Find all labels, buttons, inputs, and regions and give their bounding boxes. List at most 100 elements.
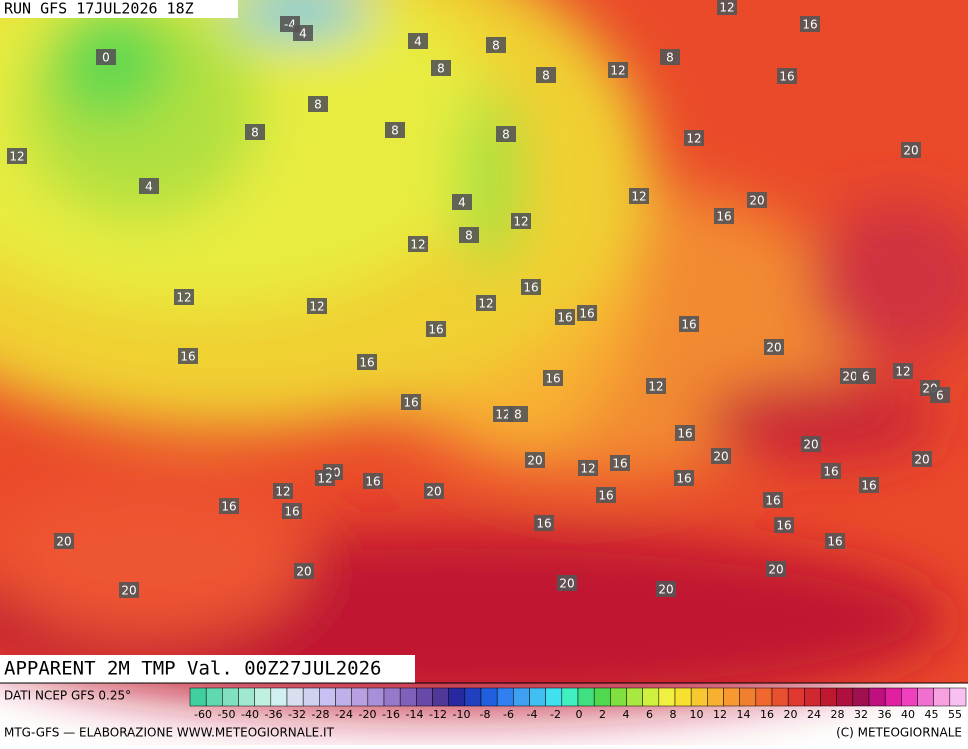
colorbar-cell [561, 687, 579, 707]
label-box [401, 394, 421, 410]
contour-label: 16 [284, 505, 299, 519]
colorbar-label: -40 [241, 708, 259, 721]
map-title: APPARENT 2M TMP Val. 00Z27JUL2026 [4, 658, 382, 680]
label-box [577, 305, 597, 321]
label-box [930, 387, 950, 403]
colorbar-cell [707, 687, 724, 707]
contour-label: 20 [803, 438, 818, 452]
label-box [856, 368, 876, 384]
colorbar-cell [626, 687, 643, 707]
contour-label: 20 [766, 341, 781, 355]
colorbar-cell [917, 687, 934, 707]
colorbar-label: -60 [194, 708, 212, 721]
colorbar-cell [496, 687, 514, 707]
contour-label: 8 [391, 124, 399, 138]
contour-label: 16 [612, 457, 627, 471]
contour-label: -4 [284, 18, 296, 32]
label-box [800, 16, 820, 32]
colorbar-label: -2 [550, 708, 561, 721]
contour-label: 8 [502, 128, 510, 142]
contour-label: 16 [779, 70, 794, 84]
colorbar-cell [771, 687, 789, 707]
colorbar-cell [836, 687, 854, 707]
colorbar-label: 36 [878, 708, 892, 721]
colorbar-cell [416, 687, 433, 707]
contour-label: 8 [514, 408, 522, 422]
contour-label: 12 [410, 238, 425, 252]
colorbar-cell [593, 687, 611, 707]
contour-label: 4 [414, 35, 422, 49]
contour-label: 8 [492, 39, 500, 53]
contour-label: 16 [180, 350, 195, 364]
contour-label: 12 [610, 64, 625, 78]
colorbar-cell [222, 687, 239, 707]
contour-label: 20 [768, 563, 783, 577]
colorbar-cell [868, 687, 886, 707]
colorbar-cell [723, 687, 740, 707]
colorbar-cell [448, 687, 466, 707]
contour-label: 20 [559, 577, 574, 591]
contour-label: 16 [676, 472, 691, 486]
label-box [777, 68, 797, 84]
label-box [543, 370, 563, 386]
colorbar-cell [820, 687, 837, 707]
colorbar-label: -8 [480, 708, 491, 721]
label-box [912, 451, 932, 467]
label-box [675, 425, 695, 441]
label-box [825, 533, 845, 549]
contour-label: 16 [536, 517, 551, 531]
contour-label: 12 [495, 408, 510, 422]
contour-label: 16 [557, 311, 572, 325]
contour-label: 20 [296, 565, 311, 579]
label-box [431, 60, 451, 76]
colorbar-label: 12 [713, 708, 727, 721]
colorbar-cell [189, 687, 207, 707]
colorbar-cell [464, 687, 482, 707]
contour-label: 0 [102, 51, 110, 65]
colorbar-label: 16 [760, 708, 774, 721]
contour-label: 16 [428, 323, 443, 337]
copyright: (C) METEOGIORNALE [836, 726, 962, 740]
contour-label: 16 [221, 500, 236, 514]
label-box [408, 236, 428, 252]
colorbar-cell [884, 687, 902, 707]
contour-label: 8 [666, 51, 674, 65]
colorbar-cell [690, 687, 708, 707]
contour-label: 6 [936, 389, 944, 403]
label-box [821, 463, 841, 479]
colorbar-label: 8 [670, 708, 677, 721]
label-box [385, 122, 405, 138]
colorbar-cell [674, 687, 692, 707]
map [0, 0, 968, 710]
colorbar-cell [610, 687, 627, 707]
colorbar-label: 24 [807, 708, 821, 721]
colorbar-cell [658, 687, 676, 707]
contour-label: 20 [426, 485, 441, 499]
label-box [511, 213, 531, 229]
colorbar-cell [577, 687, 595, 707]
label-box [294, 563, 314, 579]
contour-label: 12 [478, 297, 493, 311]
contour-label: 12 [686, 132, 701, 146]
contour-label: 16 [861, 479, 876, 493]
label-box [747, 192, 767, 208]
contour-label: 4 [299, 27, 307, 41]
colorbar-cell [302, 687, 320, 707]
colorbar-label: -14 [406, 708, 424, 721]
label-box [174, 289, 194, 305]
contour-label: 8 [542, 69, 550, 83]
label-box [774, 517, 794, 533]
colorbar-cell [933, 687, 951, 707]
contour-label: 6 [862, 370, 870, 384]
contour-label: 8 [251, 126, 259, 140]
label-box [408, 33, 428, 49]
label-box [610, 455, 630, 471]
colorbar-cell [642, 687, 660, 707]
label-box [714, 208, 734, 224]
colorbar-cell [739, 687, 757, 707]
contour-label: 12 [9, 150, 24, 164]
contour-label: 16 [827, 535, 842, 549]
contour-label: 16 [716, 210, 731, 224]
colorbar-label: -24 [335, 708, 353, 721]
